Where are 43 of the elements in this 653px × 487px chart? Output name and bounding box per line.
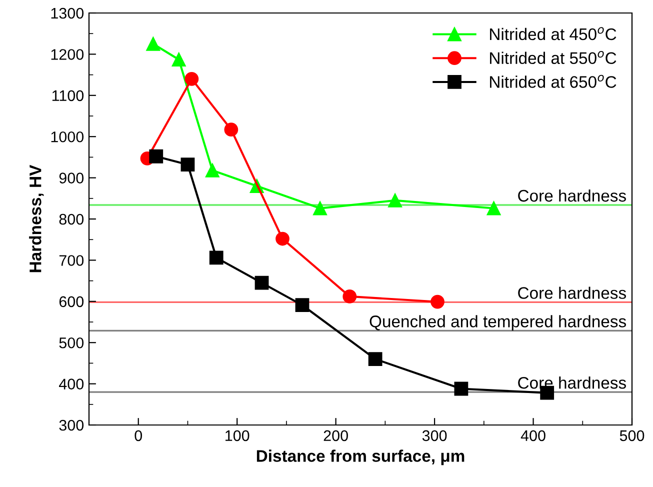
y-tick-label: 700 [59, 255, 84, 266]
point [180, 158, 195, 172]
y-tick-label: 1300 [51, 8, 84, 19]
y-tick-label: 800 [59, 214, 84, 225]
legend-label: Nitrided at 650$^{o}$C [490, 74, 616, 88]
point [276, 232, 290, 246]
point [342, 290, 357, 304]
y-axis-title: Hardness, HV [29, 164, 44, 272]
y-tick-label: 500 [59, 337, 84, 348]
point [388, 194, 402, 208]
legend-label: Nitrided at 550$^{o}$C [490, 50, 616, 64]
point [149, 149, 164, 164]
x-tick-label: 500 [620, 430, 644, 442]
point [313, 201, 327, 216]
y-tick-label: 300 [59, 420, 84, 431]
x-tick-label: 100 [226, 430, 250, 442]
point [184, 72, 199, 86]
x-tick-label: 0 [134, 430, 142, 442]
point [454, 382, 468, 396]
point [254, 276, 269, 290]
point [486, 201, 501, 216]
point [205, 163, 220, 178]
x-tick-label: 200 [324, 430, 348, 442]
x-tick-label: 300 [422, 430, 447, 442]
y-tick-label: 1000 [51, 131, 84, 142]
point [146, 36, 160, 51]
point [172, 52, 186, 66]
x-axis-title: Distance from surface, μm [256, 450, 464, 466]
ref-line-label: Quenched and tempered hardness [370, 315, 626, 331]
y-tick-label: 1200 [51, 49, 84, 60]
point [295, 298, 310, 312]
y-tick-label: 600 [59, 296, 84, 308]
point [368, 352, 382, 366]
ref-line-label: Core hardness [518, 189, 626, 202]
point [430, 294, 444, 309]
point [224, 122, 238, 137]
x-tick-label: 400 [520, 430, 546, 442]
y-tick-label: 1100 [52, 90, 84, 102]
ref-line-label: Core hardness [518, 286, 626, 299]
point [209, 250, 224, 265]
legend-label: Nitrided at 450$^{o}$C [490, 27, 616, 40]
y-tick-label: 900 [59, 172, 84, 184]
y-tick-label: 400 [59, 378, 84, 390]
